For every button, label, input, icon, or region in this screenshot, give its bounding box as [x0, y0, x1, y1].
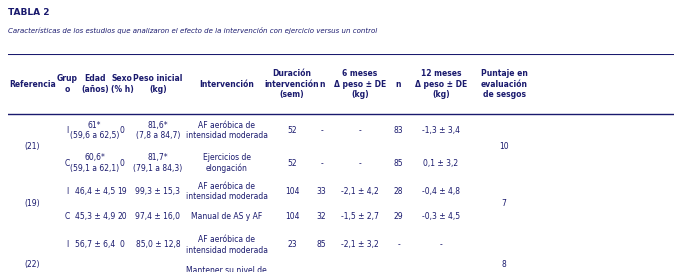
- Text: 0: 0: [120, 240, 125, 249]
- Text: Edad
(años): Edad (años): [81, 75, 108, 94]
- Text: 52: 52: [287, 126, 297, 135]
- Text: 45,3 ± 4,9: 45,3 ± 4,9: [74, 212, 115, 221]
- Text: 33: 33: [317, 187, 327, 196]
- Text: 104: 104: [285, 212, 299, 221]
- Text: 56,7 ± 6,4: 56,7 ± 6,4: [74, 240, 115, 249]
- Text: TABLA 2: TABLA 2: [8, 8, 50, 17]
- Text: AF aeróbica de
intensidad moderada: AF aeróbica de intensidad moderada: [186, 235, 268, 255]
- Text: 85: 85: [317, 240, 327, 249]
- Text: I: I: [66, 126, 68, 135]
- Text: Duración
intervención
(sem): Duración intervención (sem): [265, 69, 319, 99]
- Text: 83: 83: [394, 126, 403, 135]
- Text: 10: 10: [499, 142, 509, 151]
- Text: 29: 29: [394, 212, 403, 221]
- Text: 97,4 ± 16,0: 97,4 ± 16,0: [136, 212, 181, 221]
- Text: Peso inicial
(kg): Peso inicial (kg): [133, 75, 183, 94]
- Text: AF aeróbica de
intensidad moderada: AF aeróbica de intensidad moderada: [186, 182, 268, 202]
- Text: 0: 0: [120, 126, 125, 135]
- Text: AF aeróbica de
intensidad moderada: AF aeróbica de intensidad moderada: [186, 120, 268, 140]
- Text: 0,1 ± 3,2: 0,1 ± 3,2: [424, 159, 458, 168]
- Text: -2,1 ± 4,2: -2,1 ± 4,2: [341, 187, 379, 196]
- Text: C: C: [65, 212, 70, 221]
- Text: 81,7*
(79,1 a 84,3): 81,7* (79,1 a 84,3): [133, 153, 183, 173]
- Text: 23: 23: [287, 240, 297, 249]
- Text: -: -: [359, 126, 361, 135]
- Text: 20: 20: [117, 212, 127, 221]
- Text: 85,0 ± 12,8: 85,0 ± 12,8: [136, 240, 180, 249]
- Text: 46,4 ± 4,5: 46,4 ± 4,5: [74, 187, 115, 196]
- Text: 61*
(59,6 a 62,5): 61* (59,6 a 62,5): [70, 120, 119, 140]
- Text: Características de los estudios que analizaron el efecto de la intervención con : Características de los estudios que anal…: [8, 27, 377, 34]
- Text: 0: 0: [120, 159, 125, 168]
- Text: 12 meses
Δ peso ± DE
(kg): 12 meses Δ peso ± DE (kg): [415, 69, 467, 99]
- Text: 52: 52: [287, 159, 297, 168]
- Text: 8: 8: [502, 260, 507, 269]
- Text: -: -: [321, 159, 323, 168]
- Text: 104: 104: [285, 187, 299, 196]
- Text: 19: 19: [117, 187, 127, 196]
- Text: Intervención: Intervención: [199, 80, 254, 89]
- Text: 81,6*
(7,8 a 84,7): 81,6* (7,8 a 84,7): [136, 120, 180, 140]
- Text: -0,3 ± 4,5: -0,3 ± 4,5: [421, 212, 460, 221]
- Text: 60,6*
(59,1 a 62,1): 60,6* (59,1 a 62,1): [70, 153, 119, 173]
- Text: -: -: [321, 126, 323, 135]
- Text: (19): (19): [25, 199, 40, 208]
- Text: Puntaje en
evaluación
de sesgos: Puntaje en evaluación de sesgos: [481, 69, 528, 99]
- Text: Ejercicios de
elongación: Ejercicios de elongación: [203, 153, 251, 173]
- Text: Grup
o: Grup o: [57, 75, 78, 94]
- Text: Sexo
(% h): Sexo (% h): [111, 75, 134, 94]
- Text: -1,5 ± 2,7: -1,5 ± 2,7: [341, 212, 379, 221]
- Text: -0,4 ± 4,8: -0,4 ± 4,8: [422, 187, 460, 196]
- Text: 32: 32: [317, 212, 327, 221]
- Text: Manual de AS y AF: Manual de AS y AF: [191, 212, 263, 221]
- Text: 28: 28: [394, 187, 403, 196]
- Text: -: -: [439, 240, 442, 249]
- Text: 99,3 ± 15,3: 99,3 ± 15,3: [136, 187, 181, 196]
- Text: (21): (21): [25, 142, 40, 151]
- Text: -: -: [397, 240, 400, 249]
- Text: n: n: [319, 80, 325, 89]
- Text: -2,1 ± 3,2: -2,1 ± 3,2: [341, 240, 379, 249]
- Text: 6 meses
Δ peso ± DE
(kg): 6 meses Δ peso ± DE (kg): [334, 69, 386, 99]
- Text: Referencia: Referencia: [9, 80, 55, 89]
- Text: I: I: [66, 187, 68, 196]
- Text: n: n: [396, 80, 401, 89]
- Text: 7: 7: [502, 199, 507, 208]
- Text: I: I: [66, 240, 68, 249]
- Text: -1,3 ± 3,4: -1,3 ± 3,4: [422, 126, 460, 135]
- Text: 85: 85: [394, 159, 403, 168]
- Text: -: -: [359, 159, 361, 168]
- Text: Mantener su nivel de
AF habitual
(sedentario): Mantener su nivel de AF habitual (sedent…: [186, 266, 267, 272]
- Text: (22): (22): [25, 260, 40, 269]
- Text: C: C: [65, 159, 70, 168]
